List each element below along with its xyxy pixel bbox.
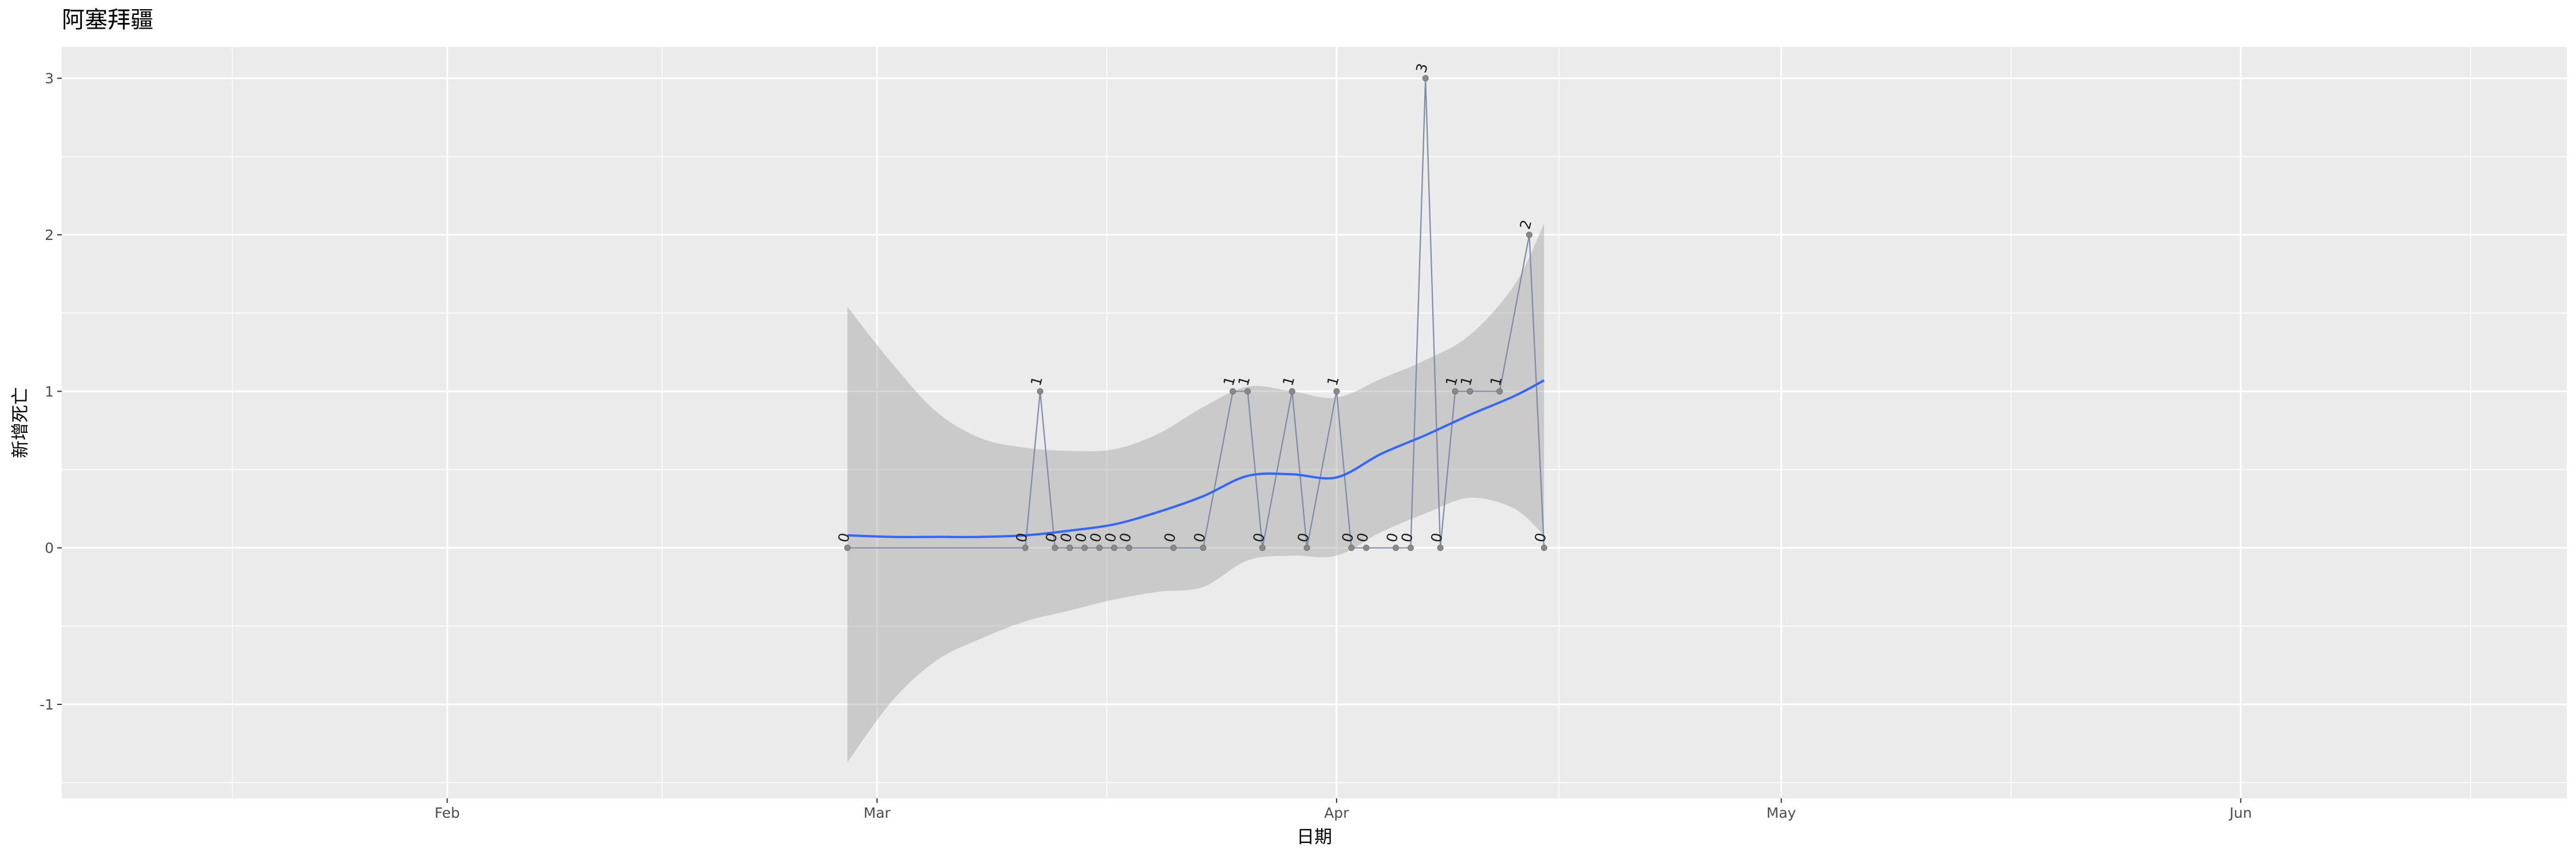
y-axis-title: 新增死亡 — [10, 387, 31, 458]
y-tick-label: 3 — [45, 70, 54, 87]
data-label: 0 — [1338, 531, 1357, 544]
data-point — [1540, 545, 1547, 551]
data-point — [1452, 388, 1459, 395]
data-point — [1496, 388, 1503, 395]
data-label: 0 — [1013, 531, 1031, 544]
data-label: 0 — [835, 531, 853, 544]
data-label: 0 — [1161, 531, 1179, 544]
data-label: 1 — [1324, 375, 1342, 388]
data-point — [1259, 545, 1266, 551]
data-label: 0 — [1116, 531, 1135, 544]
data-point — [1392, 545, 1399, 551]
data-point — [1437, 545, 1444, 551]
data-label: 0 — [1250, 531, 1268, 544]
data-label: 2 — [1516, 218, 1535, 231]
data-point — [1333, 388, 1340, 395]
data-point — [1066, 545, 1073, 551]
data-label: 0 — [1428, 531, 1446, 544]
y-tick-label: 0 — [45, 540, 54, 557]
data-point — [1348, 545, 1355, 551]
x-axis: Feb Mar Apr May Jun — [434, 798, 2252, 821]
confidence-band — [847, 223, 1544, 763]
x-tick-label: Feb — [434, 805, 460, 821]
data-point — [1467, 388, 1473, 395]
data-label: 0 — [1353, 531, 1372, 544]
data-point — [1170, 545, 1177, 551]
data-point — [1244, 388, 1251, 395]
data-label: 1 — [1220, 375, 1238, 388]
x-axis-title: 日期 — [1297, 827, 1332, 848]
data-point — [1422, 75, 1429, 82]
trend-line — [847, 379, 1545, 538]
data-label: 0 — [1057, 531, 1076, 544]
y-axis: -1 0 1 2 3 — [39, 70, 62, 713]
data-point — [1022, 545, 1029, 551]
plot-panel — [62, 47, 2567, 798]
data-point — [1096, 545, 1103, 551]
y-tick-label: -1 — [39, 696, 54, 713]
points-layer — [844, 75, 1547, 551]
data-label: 0 — [1531, 531, 1550, 544]
data-label: 1 — [1487, 375, 1506, 388]
data-label: 0 — [1042, 531, 1061, 544]
data-label: 1 — [1028, 375, 1046, 388]
data-point — [1407, 545, 1414, 551]
data-point — [1230, 388, 1236, 395]
data-label: 1 — [1457, 375, 1476, 388]
data-point — [1200, 545, 1207, 551]
data-point — [1052, 545, 1058, 551]
data-point — [1111, 545, 1117, 551]
data-label: 0 — [1398, 531, 1416, 544]
series-layer — [847, 78, 1545, 549]
trend-layer — [847, 379, 1545, 538]
y-tick-label: 2 — [45, 227, 54, 243]
x-tick-label: May — [1767, 805, 1796, 821]
data-point — [1081, 545, 1088, 551]
confidence-band-layer — [847, 223, 1544, 763]
data-point — [1037, 388, 1044, 395]
data-point — [1303, 545, 1310, 551]
data-point — [1125, 545, 1132, 551]
data-label: 1 — [1443, 375, 1461, 388]
data-label: 0 — [1191, 531, 1209, 544]
data-point — [1289, 388, 1295, 395]
series-line — [847, 78, 1545, 549]
chart-title: 阿塞拜疆 — [62, 7, 153, 33]
data-label: 0 — [1101, 531, 1120, 544]
data-label: 0 — [1086, 531, 1105, 544]
x-tick-label: Jun — [2229, 805, 2252, 821]
y-tick-label: 1 — [45, 383, 54, 400]
major-gridlines — [62, 47, 2567, 798]
x-tick-label: Apr — [1324, 805, 1349, 821]
x-tick-label: Mar — [864, 805, 891, 821]
data-point — [844, 545, 851, 551]
data-label: 1 — [1235, 375, 1253, 388]
data-point — [1363, 545, 1370, 551]
data-label: 0 — [1072, 531, 1090, 544]
data-label: 0 — [1383, 531, 1401, 544]
data-label: 1 — [1279, 375, 1298, 388]
minor-gridlines — [62, 47, 2567, 798]
data-point — [1526, 231, 1532, 238]
data-label: 3 — [1413, 61, 1431, 74]
data-label: 0 — [1294, 531, 1313, 544]
